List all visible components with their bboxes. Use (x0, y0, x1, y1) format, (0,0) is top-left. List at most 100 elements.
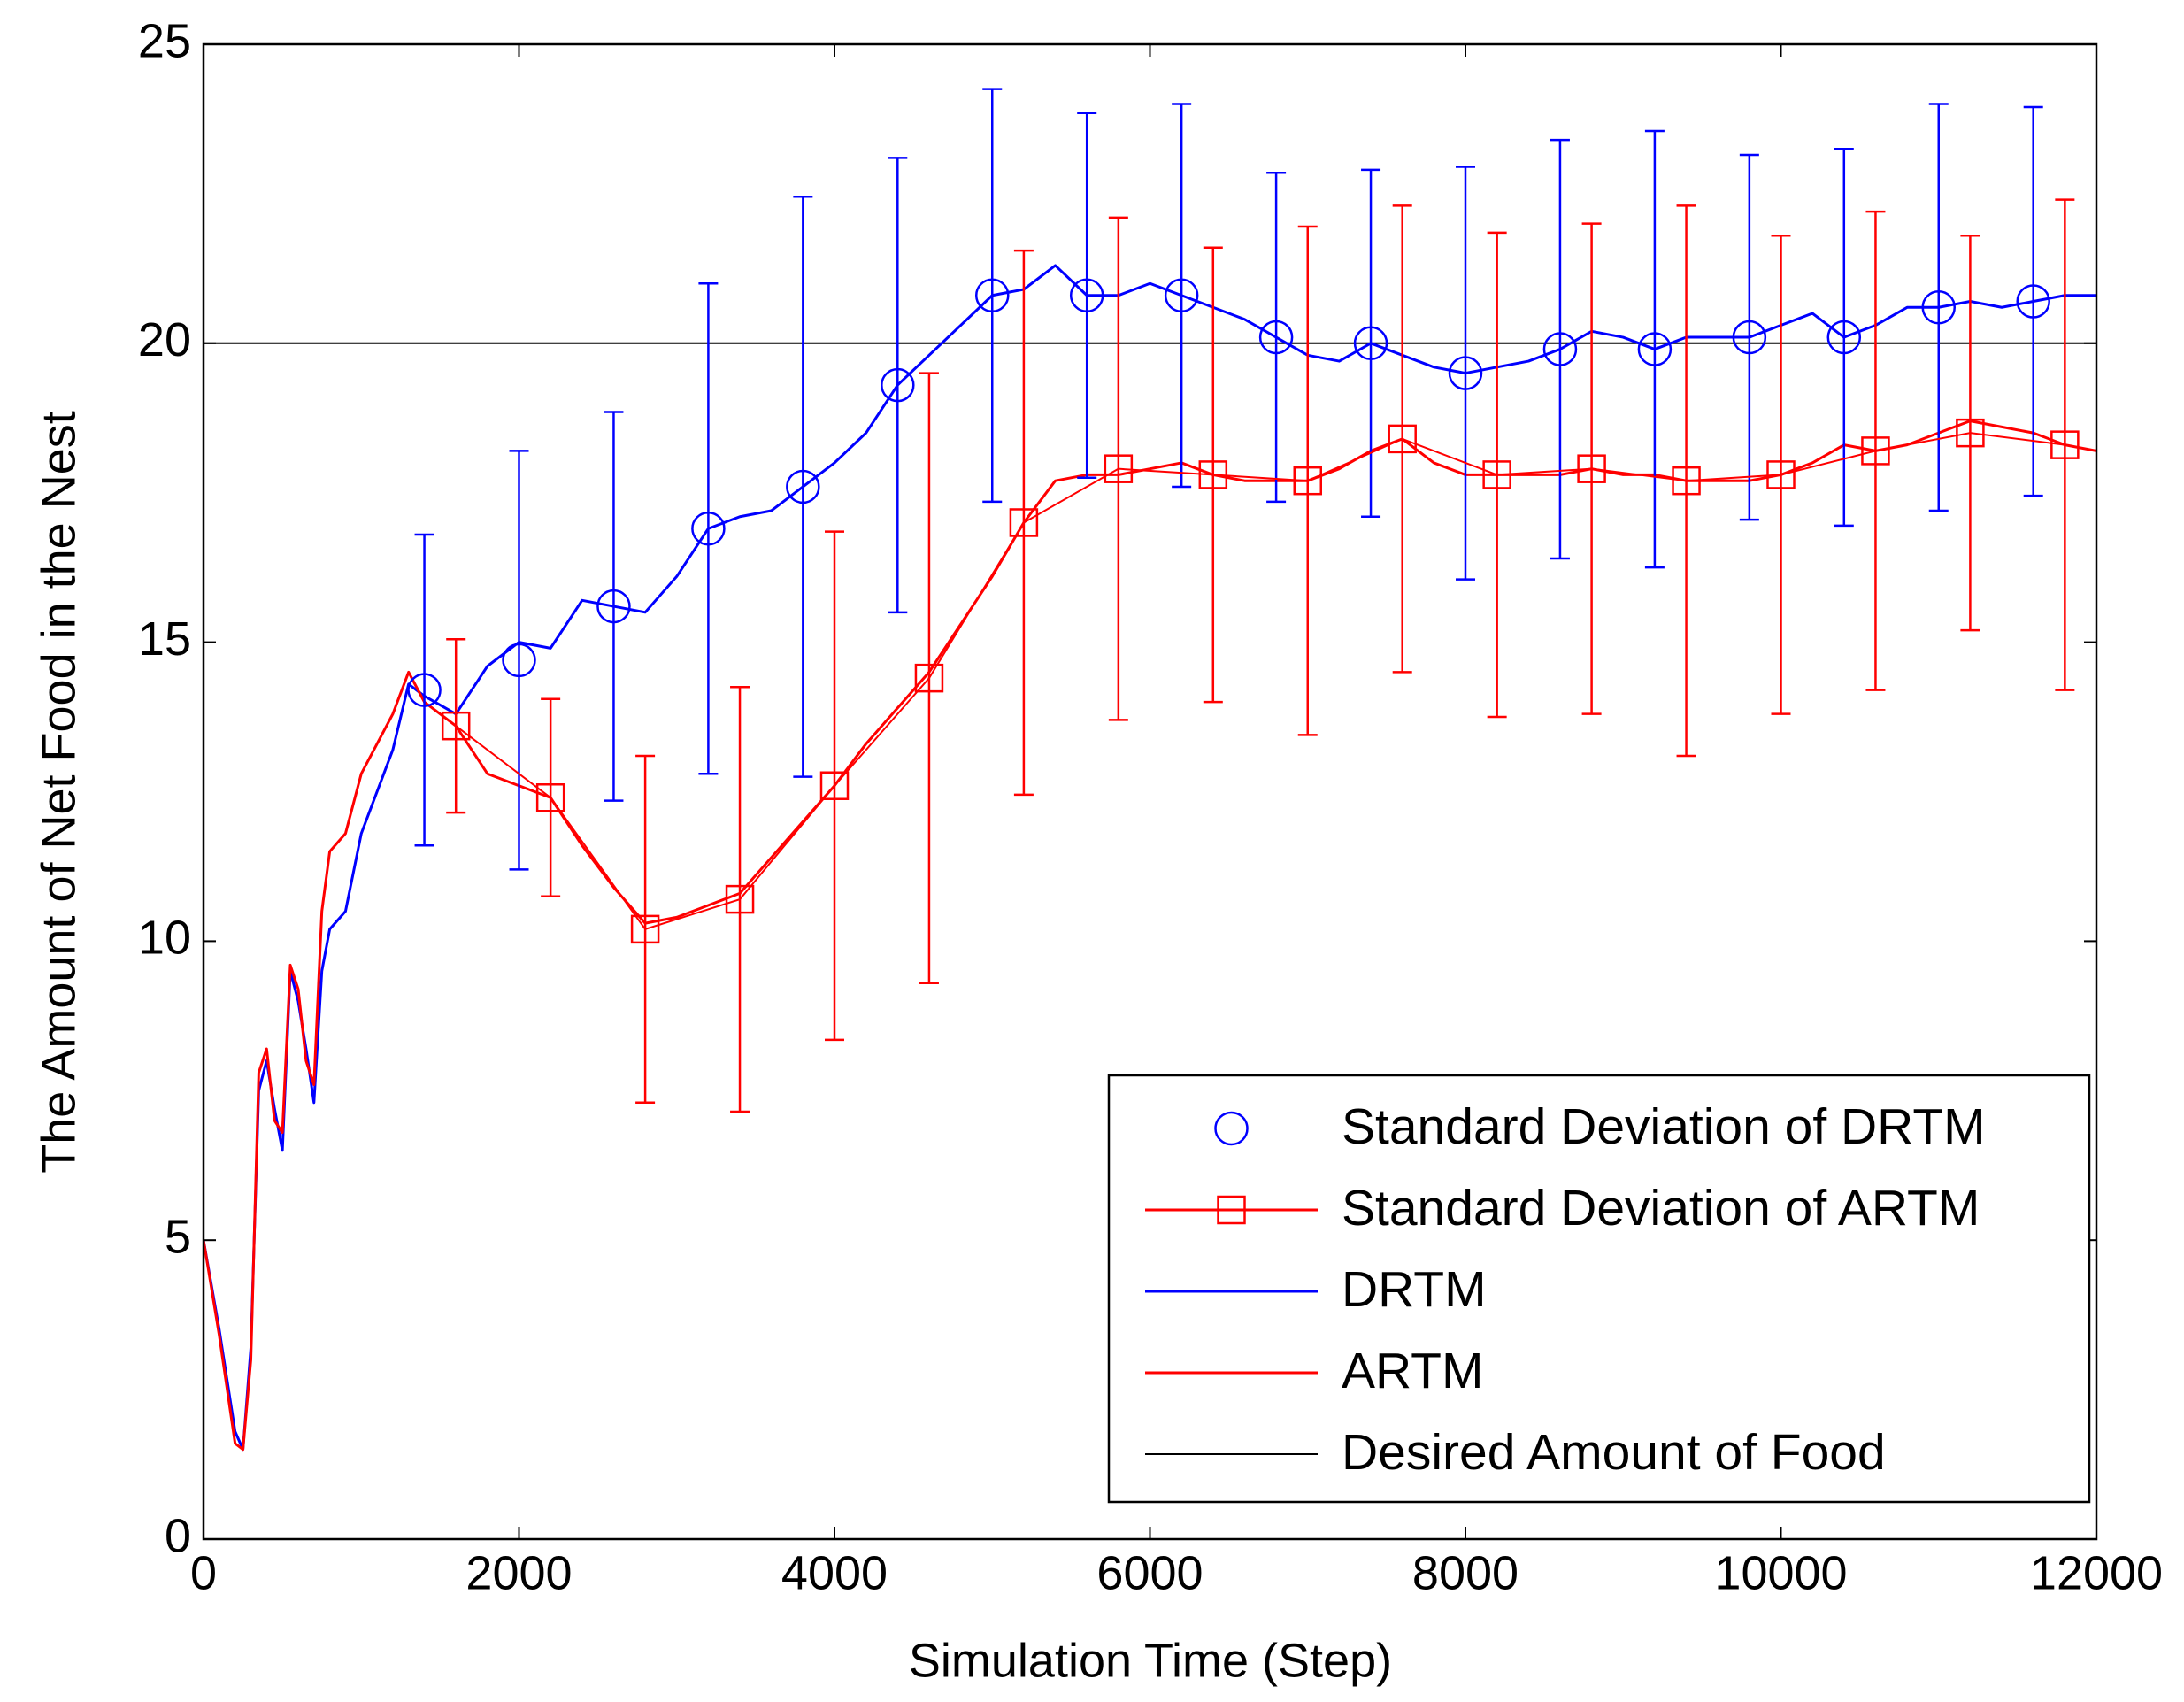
marker (819, 771, 850, 800)
marker (1388, 424, 1417, 454)
marker (1826, 320, 1862, 355)
marker (1861, 436, 1890, 466)
marker-line (455, 432, 2065, 931)
error-bar (541, 697, 561, 897)
marker (535, 783, 565, 812)
marker (1921, 290, 1956, 325)
y-tick-label: 10 (138, 912, 191, 965)
error-bar (1771, 234, 1791, 715)
error-bar (730, 686, 750, 1113)
error-bar (1297, 225, 1318, 736)
error-bar (982, 88, 1003, 504)
x-tick-label: 10000 (1714, 1546, 1847, 1599)
marker (1217, 1195, 1246, 1225)
error-bar (1581, 222, 1602, 715)
y-tick-label: 5 (165, 1210, 191, 1263)
legend-label: Standard Deviation of DRTM (1342, 1098, 1986, 1155)
error-bar (1013, 249, 1034, 797)
legend: Standard Deviation of DRTM Standard Devia… (1107, 1074, 2091, 1504)
error-bar (1456, 166, 1475, 581)
error-bar (825, 530, 844, 1042)
marker (1353, 326, 1388, 361)
error-bar (2055, 198, 2075, 691)
marker (725, 884, 755, 914)
error-bar (1172, 103, 1192, 489)
error-bar (1928, 103, 1949, 512)
y-tick-label: 25 (138, 14, 191, 67)
legend-label: ARTM (1342, 1343, 1483, 1399)
x-tick-label: 12000 (2030, 1546, 2163, 1599)
error-bar (698, 281, 719, 775)
marker (1956, 418, 1985, 448)
marker (1637, 332, 1673, 366)
error-bar (635, 754, 656, 1105)
x-axis-label: Simulation Time (Step) (909, 1634, 1392, 1687)
marker (2050, 430, 2080, 459)
marker (1258, 320, 1294, 355)
marker (441, 711, 471, 741)
marker (2016, 284, 2050, 319)
marker (1214, 1111, 1249, 1146)
marker (596, 589, 631, 624)
error-bar (1361, 168, 1381, 518)
error-bar (1108, 216, 1128, 721)
error-bar (2023, 105, 2043, 497)
marker (1104, 454, 1134, 483)
y-axis-label: The Amount of Net Food in the Nest (32, 411, 85, 1173)
error-bar (1487, 231, 1507, 719)
error-bar (1392, 204, 1412, 674)
marker (1009, 508, 1039, 537)
marker (881, 367, 915, 403)
error-bar (1644, 129, 1665, 569)
error-bar (604, 411, 624, 802)
marker (1482, 460, 1511, 489)
error-bar (1739, 153, 1759, 521)
marker (407, 673, 442, 707)
y-tick-label: 0 (165, 1509, 191, 1562)
error-bar (509, 450, 529, 871)
error-bar (414, 533, 434, 847)
error-bar (1865, 210, 1886, 691)
y-tick-label: 15 (138, 612, 191, 666)
data-line (204, 420, 2096, 1452)
marker (691, 511, 726, 546)
marker (1766, 460, 1796, 489)
marker (1577, 454, 1606, 483)
plot-area (204, 88, 2096, 1452)
marker (914, 663, 944, 693)
marker (1164, 278, 1199, 313)
x-tick-label: 2000 (465, 1546, 572, 1599)
error-bar (1203, 246, 1223, 704)
plot-frame (202, 42, 2098, 1541)
error-bar (446, 637, 466, 814)
legend-label: DRTM (1342, 1261, 1487, 1318)
marker (630, 914, 660, 944)
error-bar (1077, 112, 1097, 480)
error-bar (919, 372, 939, 984)
marker (1448, 356, 1483, 390)
error-bar (793, 196, 813, 778)
legend-box (1107, 1074, 2091, 1504)
y-tick-label: 20 (138, 313, 191, 366)
legend-label: Desired Amount of Food (1342, 1424, 1886, 1481)
marker (975, 278, 1010, 313)
x-tick-label: 8000 (1412, 1546, 1519, 1599)
marker (1732, 320, 1767, 355)
marker (1069, 278, 1104, 313)
error-bar (1960, 234, 1980, 632)
x-tick-label: 0 (190, 1546, 217, 1599)
x-tick-label: 6000 (1096, 1546, 1203, 1599)
error-bar (888, 157, 908, 614)
error-bar (1550, 138, 1570, 560)
error-bar (1266, 172, 1287, 504)
marker (1293, 466, 1322, 496)
error-bar (1834, 147, 1854, 528)
error-bar (1676, 204, 1696, 758)
x-tick-label: 4000 (781, 1546, 888, 1599)
marker (1672, 466, 1701, 496)
marker (502, 643, 536, 678)
marker (1542, 332, 1578, 366)
legend-label: Standard Deviation of ARTM (1342, 1180, 1980, 1236)
marker (786, 469, 820, 504)
